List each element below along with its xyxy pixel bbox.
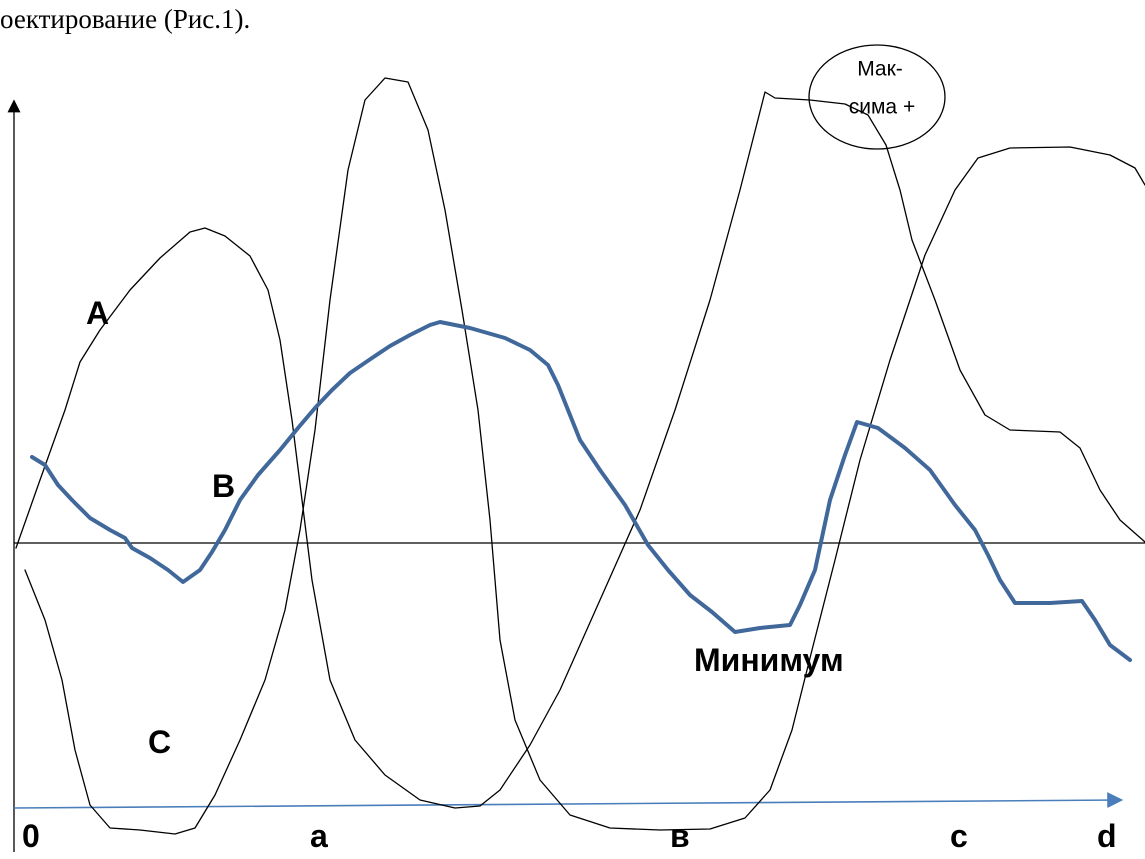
- time-axis: [13, 792, 1124, 809]
- axis-label: а: [310, 818, 328, 854]
- curve-label: Минимум: [694, 642, 844, 678]
- caption: оектирование (Рис.1).: [0, 4, 250, 34]
- curve-b: [30, 320, 1132, 662]
- bubble-text: сима +: [849, 96, 915, 119]
- axis-label: d: [1097, 818, 1117, 854]
- axis-label: в: [670, 818, 690, 854]
- curve-label: С: [148, 724, 171, 760]
- bubble: [808, 44, 946, 150]
- curve-c: [24, 77, 1145, 835]
- axis-label: 0: [22, 818, 40, 854]
- curve-label: А: [86, 295, 109, 331]
- bubble-text: Мак-: [857, 58, 903, 81]
- axis-label: с: [950, 818, 968, 854]
- curve-a: [15, 91, 1145, 809]
- curve-label: В: [212, 468, 235, 504]
